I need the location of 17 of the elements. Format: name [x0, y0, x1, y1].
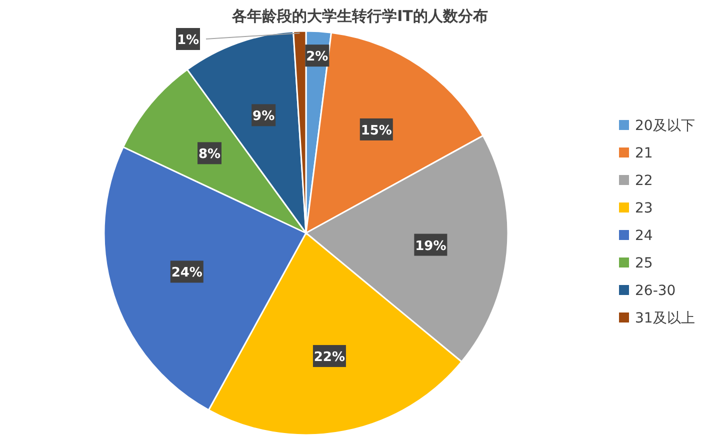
chart-title: 各年龄段的大学生转行学IT的人数分布: [231, 7, 488, 25]
legend-label: 23: [635, 200, 653, 216]
legend-label: 21: [635, 146, 653, 162]
data-label: 8%: [198, 147, 221, 162]
legend-label: 31及以上: [635, 310, 695, 326]
data-label: 2%: [306, 50, 328, 65]
data-label: 9%: [252, 109, 275, 124]
legend-label: 24: [635, 228, 653, 244]
legend-label: 20及以下: [635, 118, 695, 134]
data-label: 24%: [171, 266, 202, 281]
data-label: 1%: [176, 33, 200, 48]
data-label: 22%: [314, 350, 346, 366]
data-label: 19%: [415, 238, 446, 254]
legend-label: 25: [635, 256, 653, 272]
legend-label: 26-30: [635, 283, 676, 299]
data-label: 15%: [360, 123, 392, 138]
legend-label: 22: [635, 173, 653, 189]
